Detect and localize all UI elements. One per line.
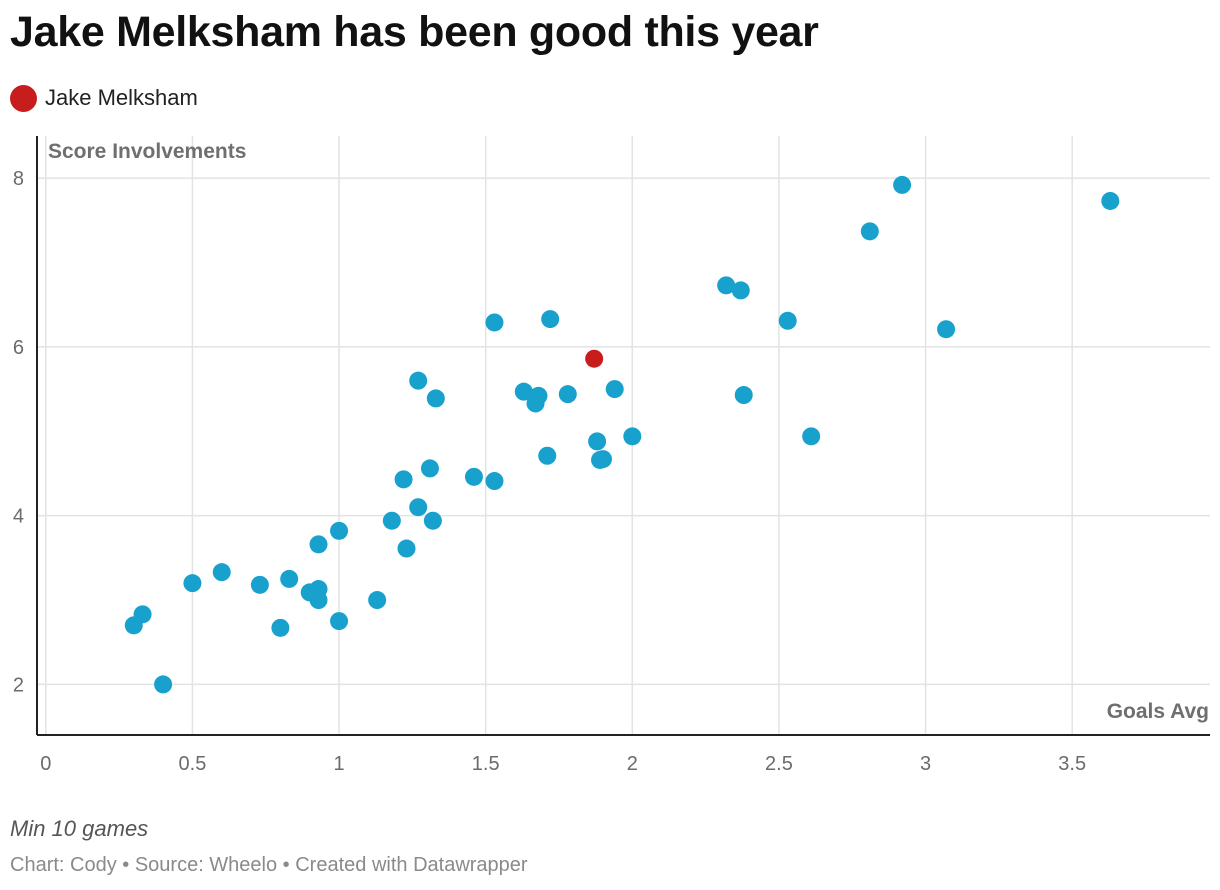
axes bbox=[36, 136, 1210, 736]
data-point-other-players bbox=[133, 605, 152, 624]
data-point-other-players bbox=[154, 675, 173, 694]
data-point-other-players bbox=[734, 386, 753, 405]
data-point-jake-melksham bbox=[585, 349, 604, 368]
legend: Jake Melksham bbox=[10, 84, 198, 112]
data-point-other-players bbox=[717, 276, 736, 295]
data-point-other-players bbox=[529, 386, 548, 405]
data-point-other-players bbox=[394, 470, 413, 489]
data-point-other-players bbox=[271, 618, 290, 637]
chart-title: Jake Melksham has been good this year bbox=[10, 8, 819, 56]
chart-footer: Chart: Cody • Source: Wheelo • Created w… bbox=[10, 854, 528, 876]
data-point-other-players bbox=[309, 535, 328, 554]
x-tick-label: 1 bbox=[333, 753, 344, 775]
data-point-other-players bbox=[538, 446, 557, 465]
data-point-other-players bbox=[426, 389, 445, 408]
x-tick-label: 3.5 bbox=[1058, 753, 1086, 775]
x-tick-label: 2 bbox=[627, 753, 638, 775]
x-tick-label: 2.5 bbox=[765, 753, 793, 775]
data-point-other-players bbox=[937, 320, 956, 339]
y-tick-label: 6 bbox=[13, 337, 24, 359]
data-point-other-players bbox=[409, 371, 428, 390]
data-point-other-players bbox=[330, 612, 349, 631]
data-point-other-players bbox=[731, 281, 750, 300]
legend-label-jake-melksham: Jake Melksham bbox=[45, 85, 198, 110]
data-point-other-players bbox=[541, 310, 560, 329]
legend-marker-jake-melksham bbox=[10, 84, 37, 112]
data-point-other-players bbox=[605, 380, 624, 399]
data-point-other-players bbox=[183, 574, 202, 593]
data-point-other-players bbox=[514, 382, 533, 401]
x-tick-label: 3 bbox=[920, 753, 931, 775]
data-point-other-players bbox=[409, 498, 428, 517]
data-point-other-players bbox=[397, 539, 416, 558]
data-point-other-players bbox=[280, 569, 299, 588]
y-axis-title: Score Involvements bbox=[48, 140, 246, 163]
x-tick-label: 1.5 bbox=[472, 753, 500, 775]
data-point-other-players bbox=[368, 591, 387, 610]
data-points bbox=[124, 175, 1120, 694]
x-axis-title: Goals Avg bbox=[1107, 700, 1209, 723]
data-point-other-players bbox=[588, 432, 607, 451]
data-point-other-players bbox=[464, 467, 483, 486]
data-point-other-players bbox=[893, 175, 912, 194]
data-point-other-players bbox=[485, 313, 504, 332]
y-tick-label: 8 bbox=[13, 168, 24, 190]
data-point-other-players bbox=[802, 427, 821, 446]
data-point-other-players bbox=[250, 575, 269, 594]
data-point-other-players bbox=[623, 427, 642, 446]
data-point-other-players bbox=[212, 563, 231, 582]
x-tick-label: 0 bbox=[40, 753, 51, 775]
data-point-other-players bbox=[423, 511, 442, 530]
chart-note: Min 10 games bbox=[10, 816, 149, 841]
data-point-other-players bbox=[1101, 191, 1120, 210]
data-point-other-players bbox=[420, 459, 439, 478]
y-tick-label: 4 bbox=[13, 506, 24, 528]
x-tick-label: 0.5 bbox=[179, 753, 207, 775]
y-tick-label: 2 bbox=[13, 674, 24, 696]
data-point-other-players bbox=[778, 311, 797, 330]
data-point-other-players bbox=[330, 521, 349, 540]
data-point-other-players bbox=[485, 472, 504, 491]
data-point-other-players bbox=[382, 511, 401, 530]
data-point-other-players bbox=[309, 591, 328, 610]
data-point-other-players bbox=[558, 385, 577, 404]
data-point-other-players bbox=[860, 222, 879, 241]
data-point-other-players bbox=[593, 450, 612, 469]
tick-labels: 0 0.5 1 1.5 2 2.5 3 3.5 2 4 6 8 bbox=[13, 168, 1086, 775]
